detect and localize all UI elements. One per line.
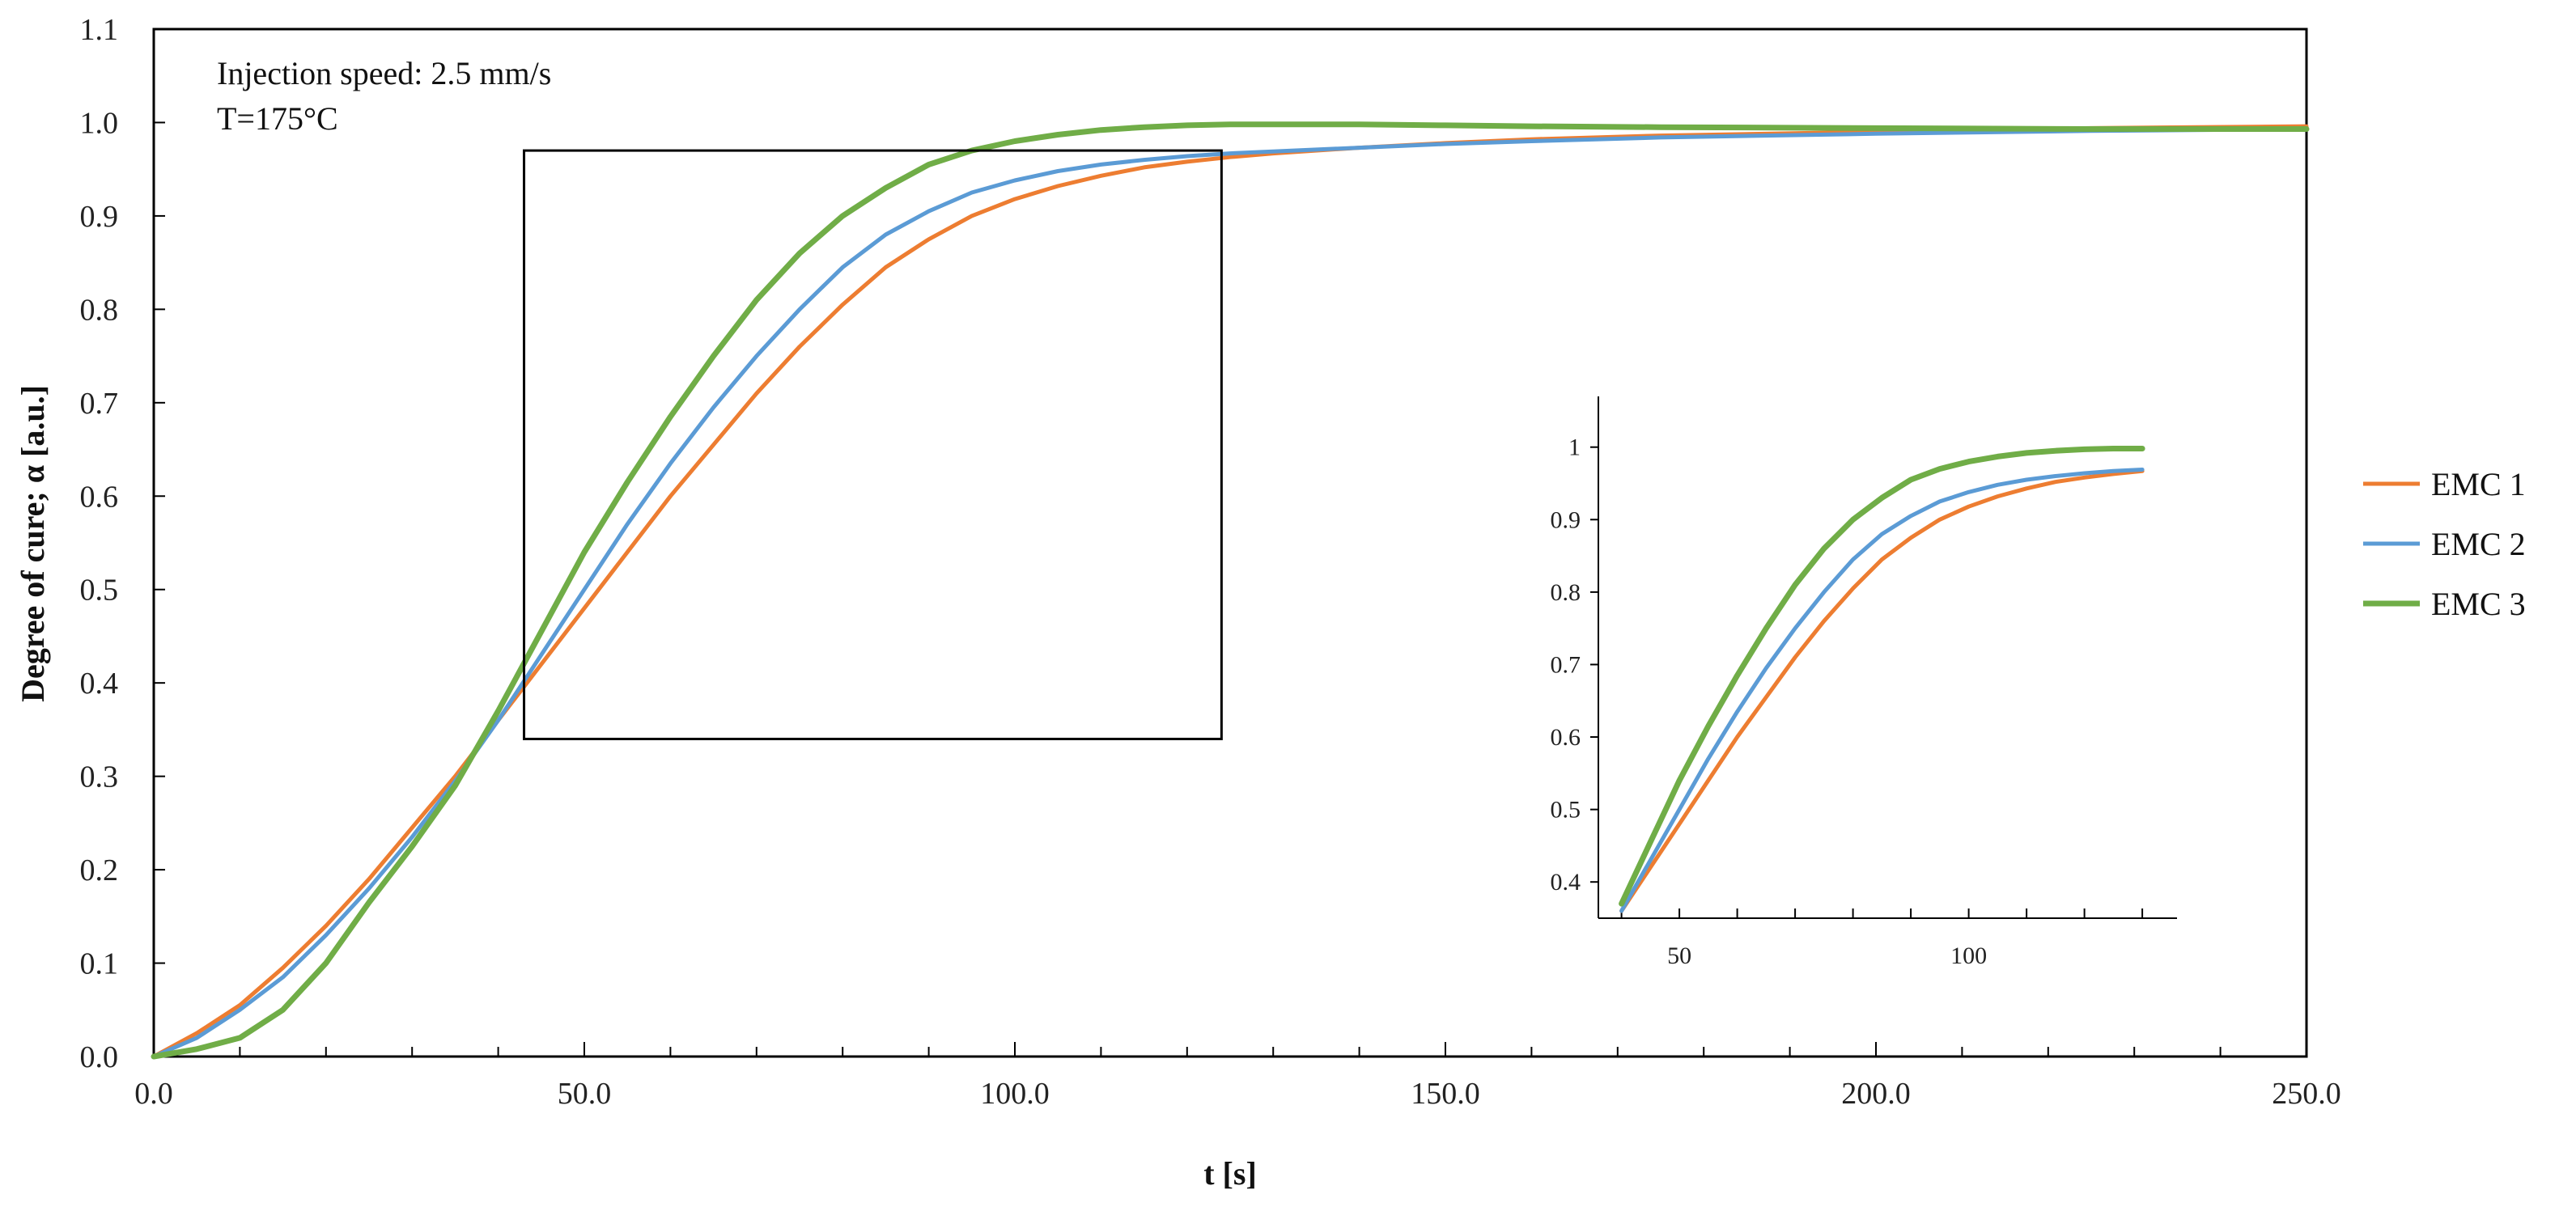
plot-frame	[152, 28, 2308, 1058]
inset-y-tick-label: 0.7	[1551, 651, 1581, 678]
legend-label-emc-3: EMC 3	[2431, 586, 2526, 622]
y-tick-label: 1.0	[80, 106, 119, 140]
series-line-emc-2	[151, 127, 2309, 1059]
main-plot-area: 0.0 50.0 100.0 150.0 200.0 250.0 0.0 0.1 0.2 0.3…	[80, 13, 2341, 1111]
y-tick-label: 0.5	[80, 574, 119, 608]
y-axis-title: Degree of cure; α [a.u.]	[15, 385, 51, 702]
x-tick-label: 200.0	[1841, 1077, 1911, 1111]
inset-y-tick-label: 0.6	[1551, 724, 1581, 751]
inset-axes: 50 100 0.4 0.5 0.6 0.7 0.8 0.9 1	[1551, 396, 2177, 969]
inset-y-tick-label: 1	[1568, 434, 1581, 461]
y-tick-label: 0.4	[80, 667, 119, 701]
inset-series-lines	[1619, 446, 2145, 913]
y-tick-label: 0.0	[80, 1040, 119, 1074]
inset-x-tick-label: 100	[1950, 942, 1987, 969]
inset-y-tick-label: 0.8	[1551, 579, 1581, 606]
legend-label-emc-2: EMC 2	[2431, 526, 2526, 562]
inset-plot: 50 100 0.4 0.5 0.6 0.7 0.8 0.9 1	[1551, 396, 2177, 969]
y-tick-label: 0.1	[80, 947, 119, 981]
y-tick-label: 0.2	[80, 853, 119, 887]
x-axis-ticks: 0.0 50.0 100.0 150.0 200.0 250.0	[134, 1042, 2341, 1111]
inset-x-tick-label: 50	[1667, 942, 1691, 969]
inset-series-line-emc-1	[1619, 468, 2145, 913]
annotation-injection-speed: Injection speed: 2.5 mm/s	[217, 55, 551, 91]
zoom-region-box	[523, 149, 1223, 740]
y-axis-ticks: 0.0 0.1 0.2 0.3 0.4 0.5 0.6 0.7 0.8 0.9 1.0 1.1	[80, 13, 165, 1074]
legend: EMC 1 EMC 2 EMC 3	[2363, 466, 2526, 622]
inset-series-line-emc-3	[1619, 446, 2145, 907]
series-lines	[151, 121, 2310, 1060]
x-tick-label: 50.0	[558, 1077, 612, 1111]
x-axis-title: t [s]	[1203, 1155, 1257, 1192]
y-tick-label: 0.9	[80, 200, 119, 234]
x-tick-label: 0.0	[134, 1077, 173, 1111]
legend-label-emc-1: EMC 1	[2431, 466, 2526, 502]
x-tick-label: 250.0	[2272, 1077, 2341, 1111]
y-tick-label: 0.7	[80, 387, 119, 421]
inset-y-tick-label: 0.4	[1551, 869, 1581, 896]
series-line-emc-1	[151, 124, 2309, 1059]
y-tick-label: 0.8	[80, 293, 119, 327]
series-line-emc-3	[151, 121, 2310, 1060]
x-tick-label: 150.0	[1411, 1077, 1480, 1111]
inset-y-tick-label: 0.9	[1551, 506, 1581, 533]
x-tick-label: 100.0	[980, 1077, 1050, 1111]
inset-y-tick-label: 0.5	[1551, 797, 1581, 824]
y-tick-label: 0.6	[80, 480, 119, 514]
y-tick-label: 0.3	[80, 760, 119, 794]
inset-series-line-emc-2	[1619, 468, 2145, 913]
annotation-temperature: T=175°C	[217, 100, 338, 137]
y-tick-label: 1.1	[80, 13, 119, 47]
